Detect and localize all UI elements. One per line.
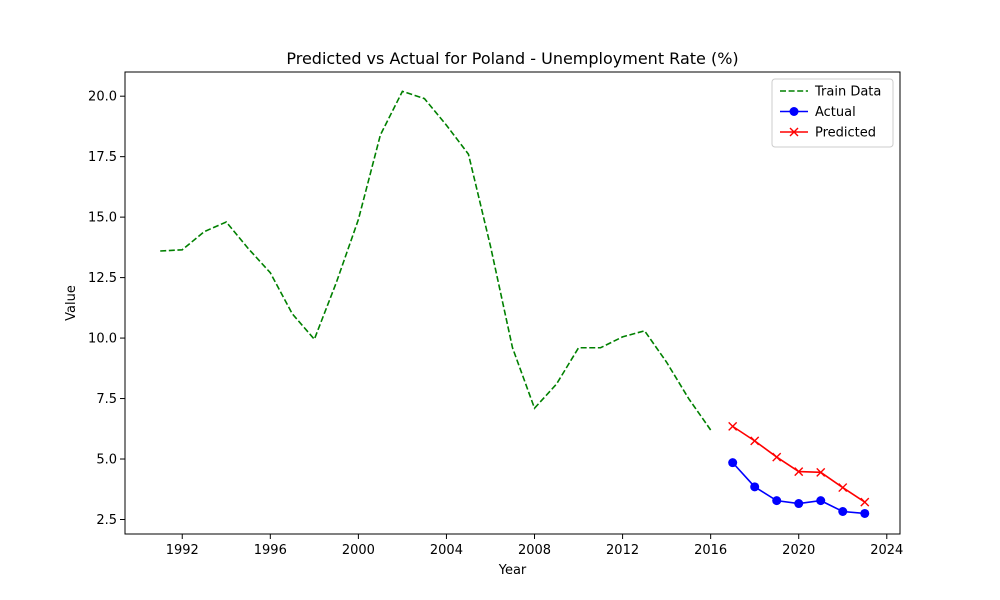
- legend-item-predicted: Predicted: [780, 126, 876, 141]
- data-point-actual: [728, 458, 738, 468]
- data-point-actual: [794, 499, 804, 509]
- legend: Train Data Actual Predicted: [771, 78, 894, 148]
- y-tick-label: 17.5: [88, 150, 117, 165]
- plot-frame: [124, 71, 901, 535]
- series-line-train-data: [160, 90, 712, 431]
- y-tick-label: 10.0: [88, 332, 117, 347]
- y-axis-label: Value: [64, 285, 79, 321]
- y-tick-label: 12.5: [88, 271, 117, 286]
- x-tick-label: 2008: [518, 543, 551, 558]
- data-point-predicted: [728, 421, 738, 431]
- y-tick-label: 15.0: [88, 211, 117, 226]
- legend-item-train-data: Train Data: [780, 85, 881, 100]
- data-point-predicted: [860, 497, 870, 507]
- data-point-predicted: [750, 436, 760, 446]
- x-tick-label: 2012: [606, 543, 639, 558]
- x-tick-label: 2024: [870, 543, 903, 558]
- x-axis-label: Year: [498, 563, 527, 578]
- data-point-actual: [816, 496, 826, 506]
- data-point-predicted: [838, 483, 848, 493]
- legend-box: [771, 78, 894, 148]
- x-tick-label: 2016: [694, 543, 727, 558]
- data-point-predicted: [772, 452, 782, 462]
- x-tick-label: 1996: [254, 543, 287, 558]
- y-tick-label: 2.5: [96, 513, 117, 528]
- data-point-predicted: [816, 467, 826, 477]
- legend-item-actual: Actual: [780, 105, 856, 120]
- legend-marker: [789, 127, 799, 137]
- y-tick-label: 20.0: [88, 90, 117, 105]
- legend-label: Train Data: [814, 85, 881, 100]
- legend-label: Actual: [815, 105, 856, 120]
- data-point-actual: [750, 482, 760, 492]
- chart-title: Predicted vs Actual for Poland - Unemplo…: [286, 49, 738, 68]
- plot-area: [160, 90, 870, 518]
- x-axis: 1992 1996 2000 2004 2008 2012 2016 2020 2024: [166, 534, 903, 558]
- x-tick-label: 2000: [342, 543, 375, 558]
- legend-marker: [789, 107, 799, 116]
- y-tick-label: 5.0: [96, 453, 117, 468]
- x-tick-label: 2004: [430, 543, 463, 558]
- x-tick-label: 2020: [782, 543, 815, 558]
- x-tick-label: 1992: [166, 543, 199, 558]
- y-tick-label: 7.5: [96, 392, 117, 407]
- y-axis: 2.5 5.0 7.5 10.0 12.5 15.0 17.5 20.0: [88, 90, 125, 528]
- data-point-predicted: [794, 467, 804, 477]
- data-point-actual: [838, 507, 848, 517]
- data-point-actual: [860, 508, 870, 518]
- legend-label: Predicted: [815, 126, 876, 141]
- data-point-actual: [772, 496, 782, 506]
